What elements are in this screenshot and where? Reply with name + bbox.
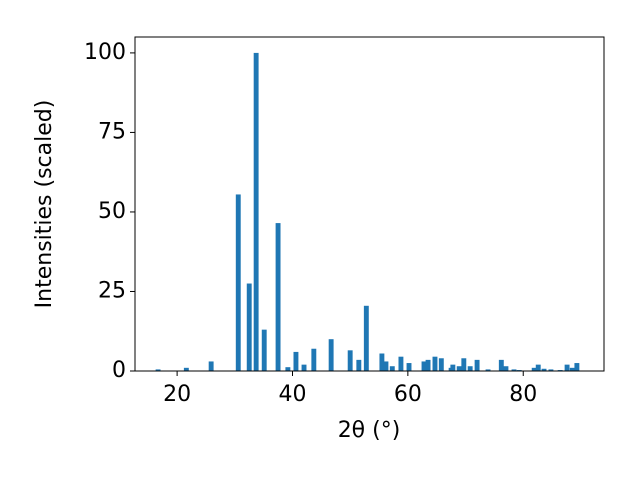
x-tick-label: 80 <box>509 382 537 407</box>
bar <box>548 369 554 371</box>
bar <box>574 363 580 371</box>
y-tick-label: 50 <box>98 199 126 224</box>
bar <box>155 369 161 371</box>
bar <box>461 358 467 371</box>
bar <box>564 364 570 371</box>
x-tick-label: 20 <box>163 382 191 407</box>
bar <box>235 194 241 371</box>
plot-frame <box>134 36 605 372</box>
bar <box>363 305 369 371</box>
bar <box>485 369 491 371</box>
bar <box>246 283 252 371</box>
bar <box>569 367 575 371</box>
bar <box>253 52 259 372</box>
bar <box>511 369 517 371</box>
bar <box>379 353 385 371</box>
bar <box>285 367 291 371</box>
x-tick-label: 40 <box>278 382 306 407</box>
bar <box>531 367 537 371</box>
bar <box>498 359 504 371</box>
y-axis-label: Intensities (scaled) <box>32 100 57 309</box>
bar <box>406 363 412 371</box>
bar <box>183 367 189 371</box>
bar <box>535 364 541 371</box>
bar <box>425 359 431 371</box>
y-tick-label: 100 <box>84 40 126 65</box>
y-tick-label: 0 <box>112 358 126 383</box>
bar <box>293 351 299 371</box>
bar <box>503 366 509 371</box>
bar <box>432 356 438 371</box>
bar <box>474 359 480 371</box>
bar <box>421 361 427 371</box>
bar <box>208 361 214 371</box>
bar <box>347 350 353 371</box>
bar <box>389 366 395 371</box>
x-tick-label: 60 <box>394 382 422 407</box>
bar <box>467 366 473 371</box>
bar <box>541 368 547 371</box>
bar <box>311 348 317 371</box>
bar <box>383 361 389 371</box>
bar <box>456 366 462 371</box>
bar <box>275 223 281 371</box>
y-tick-label: 75 <box>98 119 126 144</box>
bar <box>328 339 334 371</box>
y-tick-label: 25 <box>98 278 126 303</box>
bar <box>261 329 267 371</box>
bar <box>356 359 362 371</box>
bar <box>398 356 404 371</box>
bar <box>301 364 307 371</box>
x-axis-label: 2θ (°) <box>338 418 401 443</box>
bar <box>438 358 444 371</box>
bar <box>450 364 456 371</box>
